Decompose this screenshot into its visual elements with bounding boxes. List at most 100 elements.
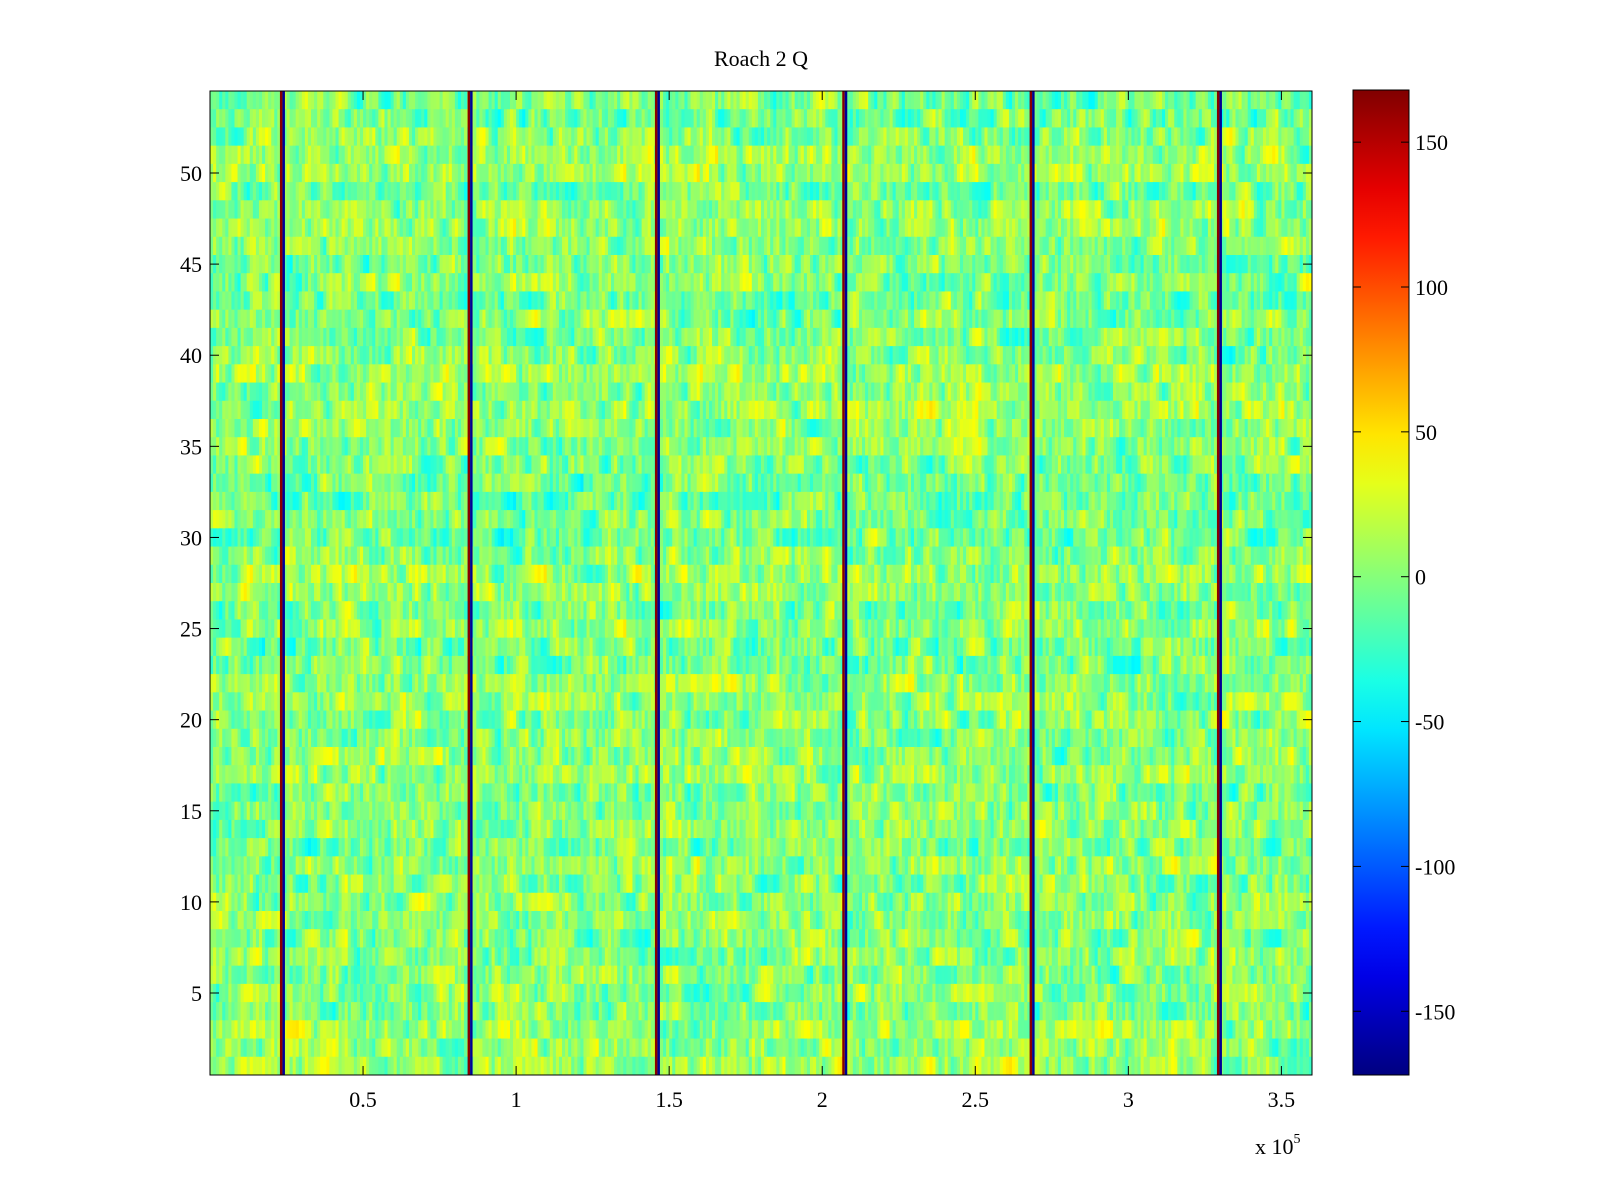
- heatmap-cell: [485, 127, 490, 147]
- heatmap-cell: [1266, 145, 1270, 165]
- heatmap-cell: [1162, 218, 1166, 238]
- heatmap-cell: [311, 200, 315, 220]
- heatmap-cell: [972, 236, 976, 256]
- heatmap-cell: [341, 163, 346, 183]
- heatmap-cell: [586, 127, 591, 147]
- heatmap-cell: [503, 182, 508, 201]
- heatmap-cell: [436, 145, 441, 165]
- heatmap-cell: [595, 109, 600, 129]
- heatmap-cell: [427, 273, 431, 293]
- heatmap-cell: [907, 291, 912, 311]
- heatmap-cell: [604, 291, 609, 311]
- heatmap-cell: [663, 163, 667, 183]
- heatmap-cell: [1247, 109, 1252, 129]
- heatmap-cell: [834, 255, 839, 274]
- heatmap-cell: [231, 163, 236, 183]
- heatmap-cell: [776, 236, 780, 256]
- heatmap-cell: [1079, 91, 1084, 110]
- heatmap-cell: [993, 218, 998, 238]
- heatmap-cell: [1299, 182, 1304, 201]
- heatmap-cell: [304, 163, 309, 183]
- heatmap-cell: [1021, 309, 1025, 329]
- heatmap-cell: [837, 236, 842, 256]
- heatmap-cell: [813, 273, 817, 293]
- heatmap-cell: [210, 273, 214, 293]
- heatmap-cell: [445, 236, 450, 256]
- heatmap-cell: [537, 273, 542, 293]
- heatmap-cell: [519, 182, 523, 201]
- heatmap-cell: [231, 309, 236, 329]
- heatmap-cell: [638, 127, 643, 147]
- heatmap-cell: [862, 291, 866, 311]
- heatmap-cell: [614, 182, 618, 201]
- heatmap-cell: [461, 200, 465, 220]
- heatmap-cell: [289, 200, 294, 220]
- heatmap-cell: [476, 145, 480, 165]
- heatmap-cell: [739, 273, 744, 293]
- heatmap-cell: [941, 309, 946, 329]
- heatmap-cell: [595, 273, 600, 293]
- heatmap-cell: [268, 163, 272, 183]
- heatmap-cell: [424, 163, 428, 183]
- heatmap-cell: [1259, 145, 1264, 165]
- heatmap-cell: [326, 291, 330, 311]
- heatmap-cell: [1272, 273, 1276, 293]
- heatmap-cell: [761, 163, 765, 183]
- heatmap-cell: [356, 218, 361, 238]
- heatmap-cell: [1296, 163, 1301, 183]
- heatmap-cell: [898, 91, 903, 110]
- heatmap-cell: [445, 145, 450, 165]
- heatmap-cell: [534, 145, 539, 165]
- heatmap-cell: [748, 273, 753, 293]
- heatmap-cell: [892, 145, 897, 165]
- heatmap-cell: [702, 218, 707, 238]
- heatmap-cell: [806, 200, 811, 220]
- heatmap-cell: [497, 109, 502, 129]
- heatmap-cell: [1296, 182, 1301, 201]
- heatmap-cell: [1033, 163, 1038, 183]
- heatmap-cell: [225, 127, 229, 147]
- heatmap-cell: [972, 291, 976, 311]
- heatmap-cell: [1021, 127, 1025, 147]
- heatmap-cell: [243, 291, 248, 311]
- heatmap-cell: [558, 163, 563, 183]
- heatmap-cell: [1165, 218, 1169, 238]
- heatmap-cell: [213, 236, 217, 256]
- heatmap-cell: [702, 309, 707, 329]
- heatmap-cell: [666, 182, 670, 201]
- heatmap-cell: [825, 291, 829, 311]
- heatmap-cell: [1018, 291, 1022, 311]
- heatmap-cell: [574, 109, 578, 129]
- heatmap-cell: [1192, 109, 1197, 129]
- heatmap-cell: [898, 182, 903, 201]
- heatmap-cell: [1100, 309, 1105, 329]
- heatmap-cell: [956, 200, 961, 220]
- heatmap-cell: [488, 255, 493, 274]
- heatmap-cell: [390, 291, 395, 311]
- heatmap-cell: [736, 163, 741, 183]
- heatmap-cell: [240, 182, 245, 201]
- heatmap-cell: [393, 91, 398, 110]
- heatmap-cell: [730, 291, 735, 311]
- heatmap-cell: [243, 236, 248, 256]
- heatmap-cell: [1119, 163, 1123, 183]
- heatmap-cell: [1039, 91, 1044, 110]
- heatmap-cell: [1192, 255, 1197, 274]
- heatmap-cell: [350, 182, 355, 201]
- heatmap-cell: [323, 309, 327, 329]
- heatmap-cell: [748, 218, 753, 238]
- heatmap-cell: [225, 200, 229, 220]
- heatmap-cell: [359, 91, 364, 110]
- heatmap-cell: [767, 127, 771, 147]
- heatmap-cell: [999, 182, 1004, 201]
- heatmap-cell: [1238, 182, 1243, 201]
- heatmap-cell: [1057, 91, 1062, 110]
- heatmap-cell: [794, 309, 799, 329]
- heatmap-cell: [635, 218, 640, 238]
- heatmap-cell: [1305, 91, 1310, 110]
- heatmap-cell: [436, 163, 441, 183]
- heatmap-cell: [402, 309, 407, 329]
- heatmap-cell: [461, 91, 465, 110]
- heatmap-cell: [699, 309, 704, 329]
- heatmap-cell: [1272, 291, 1276, 311]
